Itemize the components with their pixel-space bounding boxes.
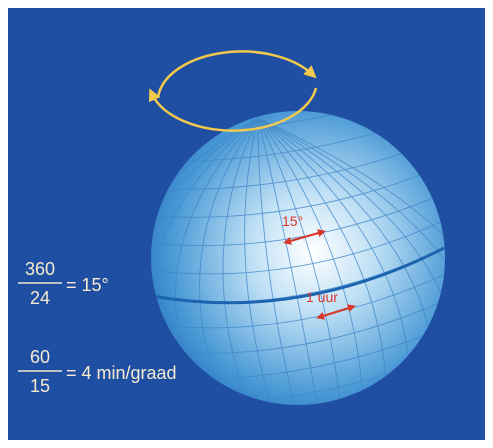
denominator: 15: [30, 376, 50, 396]
result: = 4 min/graad: [66, 363, 177, 383]
result: = 15°: [66, 275, 109, 295]
numerator: 60: [30, 347, 50, 367]
angle-label: 15°: [282, 213, 303, 229]
denominator: 24: [30, 288, 50, 308]
numerator: 360: [25, 259, 55, 279]
time-label: 1 uur: [306, 289, 338, 305]
illustration: 15° 1 uur 360 24 = 15° 60 15 = 4 min/gra…: [0, 0, 493, 448]
globe: [151, 111, 445, 405]
page: 15° 1 uur 360 24 = 15° 60 15 = 4 min/gra…: [0, 0, 493, 448]
